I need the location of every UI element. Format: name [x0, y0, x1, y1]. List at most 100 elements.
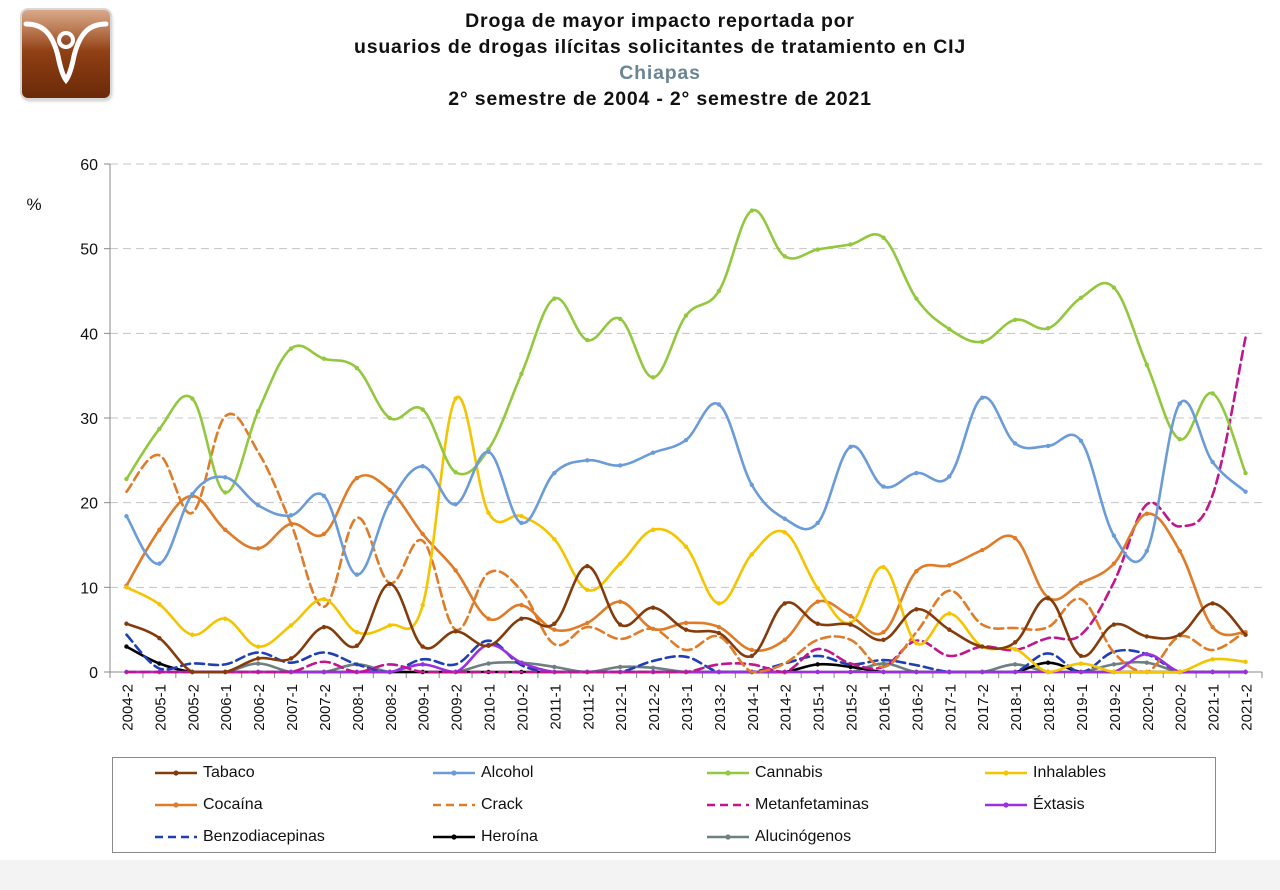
legend-label: Cocaína — [203, 796, 263, 813]
data-point-heroina — [124, 644, 129, 649]
chart-legend: Tabaco Alcohol Cannabis Inhalables Cocaína Cr… — [112, 757, 1216, 853]
legend-item-heroina: Heroína — [431, 826, 538, 848]
legend-label: Crack — [481, 796, 523, 813]
data-point-inhalables — [387, 623, 392, 628]
data-point-cocaina — [420, 531, 425, 537]
data-point-inhalables — [552, 536, 557, 542]
x-tick-label: 2019-2 — [1107, 684, 1124, 731]
data-point-alcohol — [782, 516, 787, 521]
x-tick-label: 2021-2 — [1239, 684, 1256, 731]
x-tick-label: 2020-1 — [1140, 684, 1157, 731]
x-tick-label: 2017-1 — [942, 684, 959, 731]
data-point-cannabis — [1045, 326, 1051, 331]
x-tick-label: 2021-1 — [1206, 684, 1223, 731]
data-point-cocaina — [980, 547, 985, 553]
series-line-metanfetaminas — [125, 336, 1247, 674]
data-point-extasis — [947, 669, 952, 675]
data-point-extasis — [914, 669, 919, 675]
cij-logo-icon — [22, 10, 110, 98]
data-point-tabaco — [190, 669, 195, 675]
x-tick-label: 2006-2 — [251, 684, 268, 731]
legend-item-benzodiacepinas: Benzodiacepinas — [153, 826, 325, 848]
data-point-cocaina — [585, 620, 590, 626]
data-point-cannabis — [1144, 362, 1150, 367]
data-point-inhalables — [1078, 661, 1084, 666]
data-point-alcohol — [617, 463, 623, 468]
data-point-cocaina — [683, 620, 689, 626]
data-point-cannabis — [947, 326, 952, 332]
data-point-cocaina — [288, 521, 294, 527]
data-point-inhalables — [453, 396, 458, 401]
data-point-alcohol — [1078, 438, 1084, 444]
data-point-extasis — [716, 669, 722, 675]
data-point-inhalables — [1210, 657, 1215, 662]
data-point-inhalables — [1045, 669, 1051, 675]
data-point-cocaina — [815, 599, 820, 604]
legend-swatch-icon — [433, 803, 475, 807]
data-point-cocaina — [255, 546, 261, 551]
data-point-cannabis — [223, 490, 228, 495]
data-point-inhalables — [1177, 669, 1182, 675]
data-point-cannabis — [881, 235, 886, 240]
data-point-extasis — [519, 660, 524, 665]
data-point-cocaina — [749, 647, 755, 653]
data-point-extasis — [1144, 652, 1150, 657]
title-period: 2° semestre de 2004 - 2° semestre de 202… — [448, 88, 872, 110]
data-point-tabaco — [815, 621, 820, 626]
data-point-heroina — [848, 664, 853, 670]
data-point-tabaco — [881, 637, 886, 643]
data-point-inhalables — [1111, 669, 1117, 675]
data-point-cocaina — [617, 599, 623, 604]
data-point-extasis — [881, 669, 886, 675]
data-point-alucinogenos — [1144, 660, 1150, 665]
series-line-crack — [125, 412, 1247, 674]
data-point-tabaco — [255, 656, 261, 661]
data-point-cocaina — [552, 627, 557, 632]
data-point-cannabis — [190, 396, 195, 401]
data-point-alucinogenos — [1111, 662, 1117, 667]
data-point-inhalables — [1012, 646, 1018, 652]
data-point-inhalables — [255, 644, 261, 649]
x-tick-label: 2017-2 — [975, 684, 992, 731]
x-tick-label: 2009-1 — [416, 684, 433, 731]
series-cannabis — [124, 208, 1248, 495]
legend-swatch-icon — [985, 770, 1027, 776]
data-point-inhalables — [683, 544, 689, 549]
series-line-benzodiacepinas — [125, 633, 1247, 674]
data-point-cocaina — [650, 626, 656, 632]
data-point-cannabis — [1210, 391, 1215, 396]
data-point-extasis — [1243, 669, 1248, 675]
data-point-inhalables — [585, 587, 590, 593]
data-point-inhalables — [486, 510, 491, 516]
legend-swatch-icon — [155, 770, 197, 776]
legend-label: Alucinógenos — [755, 828, 852, 845]
data-point-cannabis — [354, 365, 360, 371]
data-point-extasis — [1078, 669, 1084, 675]
data-point-tabaco — [354, 643, 360, 648]
x-tick-label: 2011-2 — [580, 684, 597, 730]
data-point-alcohol — [980, 395, 985, 400]
x-tick-label: 2019-1 — [1074, 684, 1091, 731]
title-region: Chiapas — [619, 62, 701, 84]
data-point-cannabis — [650, 375, 656, 380]
chart-title: Droga de mayor impacto reportada por usu… — [300, 8, 1020, 112]
legend-swatch-icon — [155, 802, 197, 808]
data-point-inhalables — [157, 602, 162, 607]
data-point-alcohol — [223, 475, 228, 480]
data-point-cannabis — [749, 208, 755, 213]
data-point-inhalables — [288, 623, 294, 628]
data-point-cocaina — [519, 602, 524, 608]
legend-item-inhalables: Inhalables — [983, 762, 1106, 784]
data-point-tabaco — [420, 644, 425, 649]
legend-item-alcohol: Alcohol — [431, 762, 533, 784]
data-point-alcohol — [947, 474, 952, 479]
data-point-cannabis — [552, 296, 557, 301]
data-point-tabaco — [914, 607, 919, 612]
data-point-alucinogenos — [617, 664, 623, 670]
data-point-cocaina — [716, 624, 722, 630]
legend-label: Benzodiacepinas — [203, 828, 325, 845]
data-point-tabaco — [157, 635, 162, 641]
data-point-tabaco — [453, 629, 458, 634]
data-point-cocaina — [881, 630, 886, 635]
data-point-alcohol — [716, 402, 722, 407]
